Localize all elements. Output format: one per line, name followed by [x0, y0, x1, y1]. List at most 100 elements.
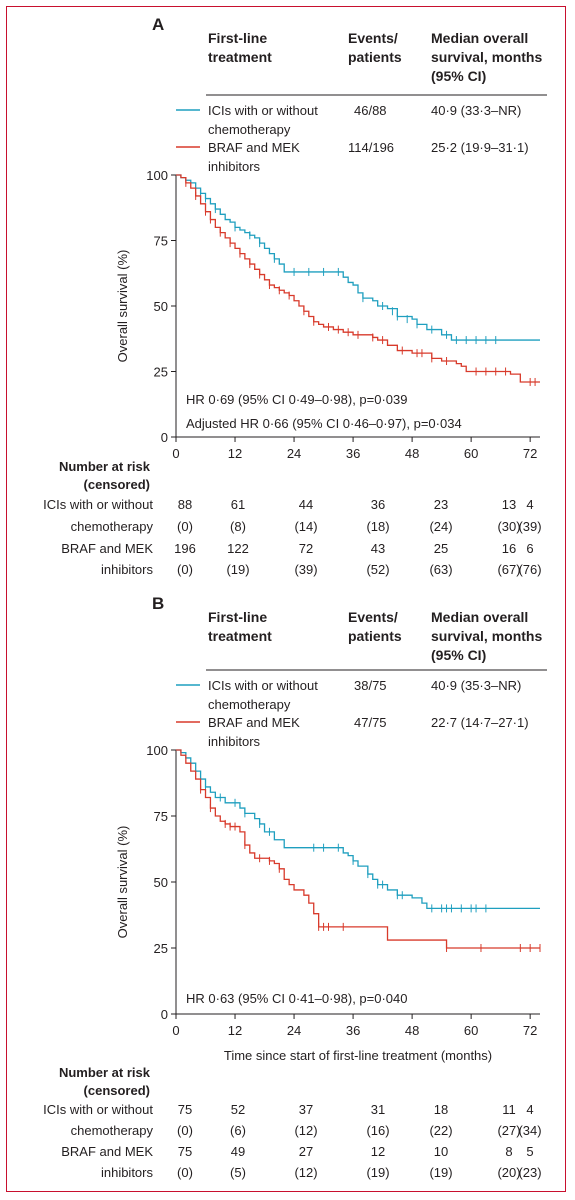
- censored-value: (14): [294, 519, 317, 534]
- censored-value: (6): [230, 1123, 246, 1138]
- x-axis-label: Time since start of first-line treatment…: [224, 1048, 492, 1063]
- at-risk-value: 5: [526, 1144, 533, 1159]
- risk-row-label: BRAF and MEK: [61, 541, 153, 556]
- median-ici: 40·9 (35·3–NR): [431, 678, 521, 693]
- km-curve-ici: [176, 174, 540, 341]
- risk-table-title: (censored): [84, 1083, 150, 1098]
- table-header-events: Events/: [348, 30, 398, 46]
- at-risk-value: 196: [174, 541, 196, 556]
- table-header-treatment: treatment: [208, 49, 272, 65]
- table-header-treatment: First-line: [208, 30, 267, 46]
- table-header-median: (95% CI): [431, 68, 486, 84]
- at-risk-value: 8: [505, 1144, 512, 1159]
- risk-row-label: chemotherapy: [71, 519, 154, 534]
- y-tick-label: 50: [154, 299, 168, 314]
- km-curve-ici: [176, 749, 540, 910]
- at-risk-value: 27: [299, 1144, 313, 1159]
- censored-value: (19): [429, 1165, 452, 1180]
- censored-value: (20): [497, 1165, 520, 1180]
- censored-value: (0): [177, 1123, 193, 1138]
- table-header-events: patients: [348, 49, 402, 65]
- events-braf: 114/196: [348, 140, 394, 155]
- table-header-median: Median overall: [431, 30, 528, 46]
- at-risk-value: 88: [178, 497, 192, 512]
- at-risk-value: 16: [502, 541, 516, 556]
- median-ici: 40·9 (33·3–NR): [431, 103, 521, 118]
- x-tick-label: 60: [464, 446, 478, 461]
- censored-value: (19): [226, 562, 249, 577]
- legend-label-ici: ICIs with or without: [208, 103, 318, 118]
- censored-value: (23): [518, 1165, 541, 1180]
- at-risk-value: 49: [231, 1144, 245, 1159]
- y-axis-label: Overall survival (%): [115, 826, 130, 939]
- x-tick-label: 36: [346, 1023, 360, 1038]
- events-ici: 38/75: [354, 678, 387, 693]
- censored-value: (0): [177, 1165, 193, 1180]
- median-braf: 25·2 (19·9–31·1): [431, 140, 529, 155]
- table-header-median: Median overall: [431, 609, 528, 625]
- censored-value: (0): [177, 562, 193, 577]
- at-risk-value: 36: [371, 497, 385, 512]
- censored-value: (39): [518, 519, 541, 534]
- y-tick-label: 75: [154, 234, 168, 249]
- events-ici: 46/88: [354, 103, 387, 118]
- table-header-events: Events/: [348, 609, 398, 625]
- censored-value: (76): [518, 562, 541, 577]
- at-risk-value: 72: [299, 541, 313, 556]
- at-risk-value: 61: [231, 497, 245, 512]
- at-risk-value: 52: [231, 1102, 245, 1117]
- censored-value: (30): [497, 519, 520, 534]
- at-risk-value: 37: [299, 1102, 313, 1117]
- at-risk-value: 75: [178, 1102, 192, 1117]
- censored-value: (27): [497, 1123, 520, 1138]
- risk-row-label: ICIs with or without: [43, 497, 153, 512]
- x-tick-label: 0: [172, 1023, 179, 1038]
- at-risk-value: 10: [434, 1144, 448, 1159]
- censored-value: (39): [294, 562, 317, 577]
- x-tick-label: 0: [172, 446, 179, 461]
- panel-label: A: [152, 15, 164, 34]
- censored-value: (18): [366, 519, 389, 534]
- at-risk-value: 6: [526, 541, 533, 556]
- y-tick-label: 100: [146, 168, 168, 183]
- legend-label-ici: ICIs with or without: [208, 678, 318, 693]
- y-axis-label: Overall survival (%): [115, 250, 130, 363]
- risk-table-title: (censored): [84, 477, 150, 492]
- at-risk-value: 23: [434, 497, 448, 512]
- legend-label-braf: inhibitors: [208, 734, 261, 749]
- censored-value: (22): [429, 1123, 452, 1138]
- table-header-events: patients: [348, 628, 402, 644]
- y-tick-label: 25: [154, 365, 168, 380]
- censored-value: (19): [366, 1165, 389, 1180]
- at-risk-value: 31: [371, 1102, 385, 1117]
- x-tick-label: 36: [346, 446, 360, 461]
- x-tick-label: 48: [405, 1023, 419, 1038]
- y-tick-label: 0: [161, 1007, 168, 1022]
- events-braf: 47/75: [354, 715, 387, 730]
- hr-annotation: HR 0·69 (95% CI 0·49–0·98), p=0·039: [186, 392, 407, 407]
- table-header-median: (95% CI): [431, 647, 486, 663]
- censored-value: (8): [230, 519, 246, 534]
- censored-value: (24): [429, 519, 452, 534]
- table-header-treatment: treatment: [208, 628, 272, 644]
- x-tick-label: 24: [287, 446, 301, 461]
- km-curve-braf: [176, 749, 540, 949]
- censored-value: (67): [497, 562, 520, 577]
- panel-b: B First-line treatment Events/patients Media…: [43, 594, 547, 1180]
- at-risk-value: 44: [299, 497, 313, 512]
- x-tick-label: 48: [405, 446, 419, 461]
- censored-value: (12): [294, 1123, 317, 1138]
- panel-label: B: [152, 594, 164, 613]
- legend-label-braf: inhibitors: [208, 159, 261, 174]
- y-tick-label: 100: [146, 743, 168, 758]
- risk-row-label: BRAF and MEK: [61, 1144, 153, 1159]
- risk-row-label: chemotherapy: [71, 1123, 154, 1138]
- table-header-median: survival, months: [431, 628, 542, 644]
- x-tick-label: 60: [464, 1023, 478, 1038]
- at-risk-value: 25: [434, 541, 448, 556]
- table-header-median: survival, months: [431, 49, 542, 65]
- legend-label-ici: chemotherapy: [208, 697, 291, 712]
- panel-a: A First-line treatment Events/patients Media…: [43, 15, 547, 577]
- hr-annotation: HR 0·63 (95% CI 0·41–0·98), p=0·040: [186, 991, 407, 1006]
